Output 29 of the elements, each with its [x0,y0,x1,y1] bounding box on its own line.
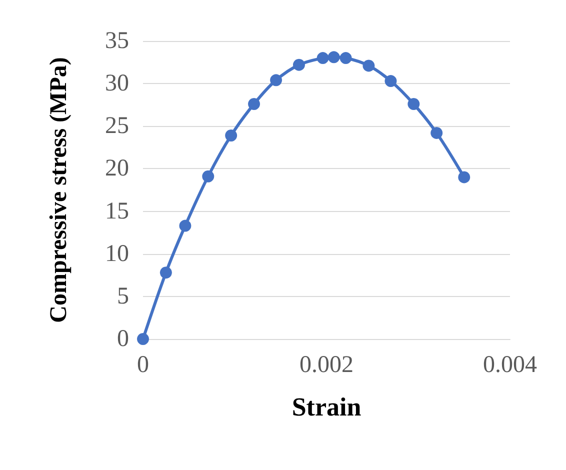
point [160,266,172,279]
y-tick-label: 30 [105,70,129,97]
point [202,170,214,182]
y-tick-label: 0 [117,326,129,352]
y-tick-label: 20 [105,156,129,182]
y-tick-label: 10 [105,240,129,267]
point [328,51,340,64]
x-tick-label: 0.004 [483,352,537,378]
x-axis-title: Strain [292,392,362,422]
x-tick-label: 0.002 [300,352,354,378]
point [292,58,305,71]
y-axis-title: Compressive stress (MPa) [46,57,72,323]
x-tick-label: 0 [137,352,149,378]
point [137,333,149,345]
point [316,52,329,64]
point [458,171,470,184]
y-tick-label: 25 [105,113,129,140]
point [270,74,282,86]
point [340,52,352,64]
point [408,98,420,110]
point [430,126,443,139]
point [384,75,397,88]
point [362,60,375,72]
y-tick-label: 35 [105,28,129,54]
point [225,130,238,142]
point [248,98,260,110]
y-tick-label: 15 [105,198,129,224]
y-tick-label: 5 [117,283,129,310]
point [179,220,192,232]
